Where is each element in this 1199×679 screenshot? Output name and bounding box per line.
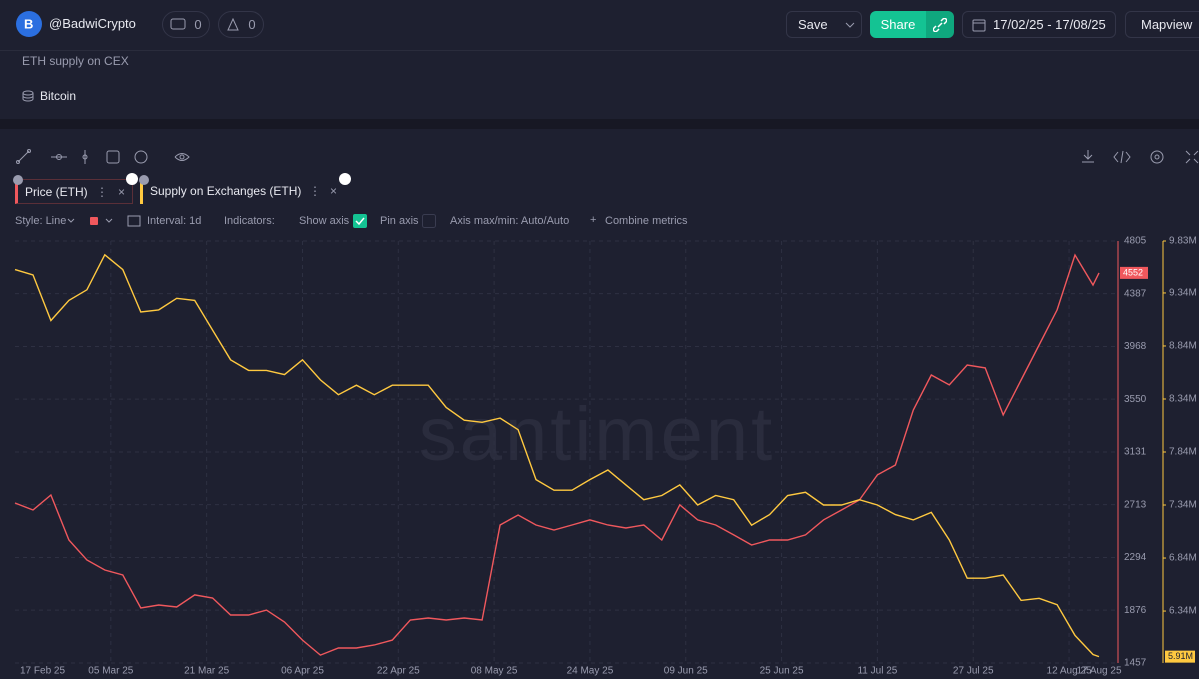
comments-button[interactable]: 0 bbox=[162, 11, 210, 38]
watermark: santiment bbox=[419, 392, 776, 477]
x-tick-label: 05 Mar 25 bbox=[88, 666, 133, 677]
like-button[interactable]: 0 bbox=[218, 11, 264, 38]
show-axis-label: Show axis bbox=[299, 215, 350, 227]
y2-tick-label: 6.84M bbox=[1169, 553, 1197, 564]
y-tick-label: 1457 bbox=[1124, 658, 1147, 669]
separator bbox=[0, 119, 1199, 129]
avatar[interactable]: B bbox=[15, 10, 43, 38]
x-tick-label: 22 Apr 25 bbox=[377, 666, 420, 677]
x-tick-label: 21 Mar 25 bbox=[184, 666, 229, 677]
interval-select[interactable]: Interval: 1d bbox=[147, 215, 202, 227]
pin-axis-label: Pin axis bbox=[380, 215, 419, 227]
setting-icons bbox=[67, 217, 113, 225]
show-axis-checkbox[interactable] bbox=[353, 214, 367, 228]
username[interactable]: @BadwiCrypto bbox=[49, 16, 136, 31]
save-label: Save bbox=[798, 17, 828, 32]
asset[interactable]: Bitcoin bbox=[40, 89, 77, 103]
combine-metrics[interactable]: Combine metrics bbox=[605, 215, 688, 227]
y-tick-label: 3550 bbox=[1124, 394, 1147, 405]
y2-tick-label: 9.83M bbox=[1169, 236, 1197, 247]
comment-count: 0 bbox=[194, 17, 202, 32]
y2-tick-label: 8.34M bbox=[1169, 394, 1197, 405]
interval-icon bbox=[127, 215, 141, 227]
last-value-badge bbox=[1120, 266, 1148, 279]
tab-badges bbox=[13, 173, 351, 185]
x-tick-label: 08 May 25 bbox=[471, 666, 518, 677]
y-tick-label: 2294 bbox=[1124, 552, 1147, 563]
like-count: 0 bbox=[248, 17, 256, 32]
x-tick-label: 17 Feb 25 bbox=[20, 666, 65, 677]
svg-text:B: B bbox=[24, 16, 33, 31]
last-value-label: 4552 bbox=[1123, 267, 1143, 277]
top-bar bbox=[0, 0, 1199, 51]
metric-tab[interactable]: Supply on Exchanges (ETH) ⋮ × bbox=[140, 179, 346, 204]
date-range-text: 17/02/25 - 17/08/25 bbox=[993, 17, 1106, 32]
description: ETH supply on CEX bbox=[22, 54, 129, 68]
axis-maxmin-select[interactable]: Axis max/min: Auto/Auto bbox=[450, 215, 570, 227]
y-tick-label: 4805 bbox=[1124, 236, 1147, 247]
last-value-label: 5.91M bbox=[1168, 651, 1193, 661]
indicators-select[interactable]: Indicators: bbox=[224, 215, 275, 227]
chart-actions[interactable] bbox=[1080, 148, 1199, 166]
x-tick-label: 06 Apr 25 bbox=[281, 666, 324, 677]
y-tick-label: 2713 bbox=[1124, 499, 1147, 510]
series-line bbox=[14, 253, 1100, 658]
x-tick-label: 27 Jul 25 bbox=[953, 666, 994, 677]
share-button[interactable]: Share bbox=[870, 11, 926, 38]
y2-tick-label: 8.84M bbox=[1169, 341, 1197, 352]
asset-icon bbox=[22, 90, 34, 102]
save-button[interactable]: Save bbox=[786, 11, 862, 38]
drawing-toolbar[interactable] bbox=[15, 148, 195, 166]
last-value-badge bbox=[1165, 650, 1195, 663]
x-tick-label: 24 May 25 bbox=[567, 666, 614, 677]
y-tick-label: 3131 bbox=[1124, 447, 1147, 458]
y2-tick-label: 9.34M bbox=[1169, 288, 1197, 299]
y2-tick-label: 7.34M bbox=[1169, 500, 1197, 511]
legend-label: Supply on Exchanges (ETH) bbox=[150, 184, 302, 198]
legend-label: Price (ETH) bbox=[25, 185, 88, 199]
x-tick-label: 11 Jul 25 bbox=[857, 666, 897, 677]
y2-tick-label: 7.84M bbox=[1169, 447, 1197, 458]
y2-tick-label: 6.34M bbox=[1169, 606, 1197, 617]
x-tick-label: 17 Aug 25 bbox=[1076, 666, 1121, 677]
y-tick-label: 4387 bbox=[1124, 288, 1147, 299]
pin-axis-checkbox[interactable] bbox=[422, 214, 436, 228]
series-line bbox=[14, 253, 1100, 656]
y-tick-label: 1876 bbox=[1124, 605, 1147, 616]
metric-tab[interactable]: Price (ETH) ⋮ × bbox=[15, 179, 133, 204]
x-tick-label: 09 Jun 25 bbox=[664, 666, 708, 677]
date-range[interactable]: 17/02/25 - 17/08/25 bbox=[962, 11, 1116, 38]
copy-link-button[interactable] bbox=[926, 11, 954, 38]
x-tick-label: 12 Aug 25 bbox=[1047, 666, 1092, 677]
combine-plus: + bbox=[590, 214, 597, 226]
style-select[interactable]: Style: Line bbox=[15, 215, 67, 227]
mapview-button[interactable]: Mapview bbox=[1125, 11, 1199, 38]
x-tick-label: 25 Jun 25 bbox=[760, 666, 804, 677]
y-tick-label: 3968 bbox=[1124, 341, 1147, 352]
